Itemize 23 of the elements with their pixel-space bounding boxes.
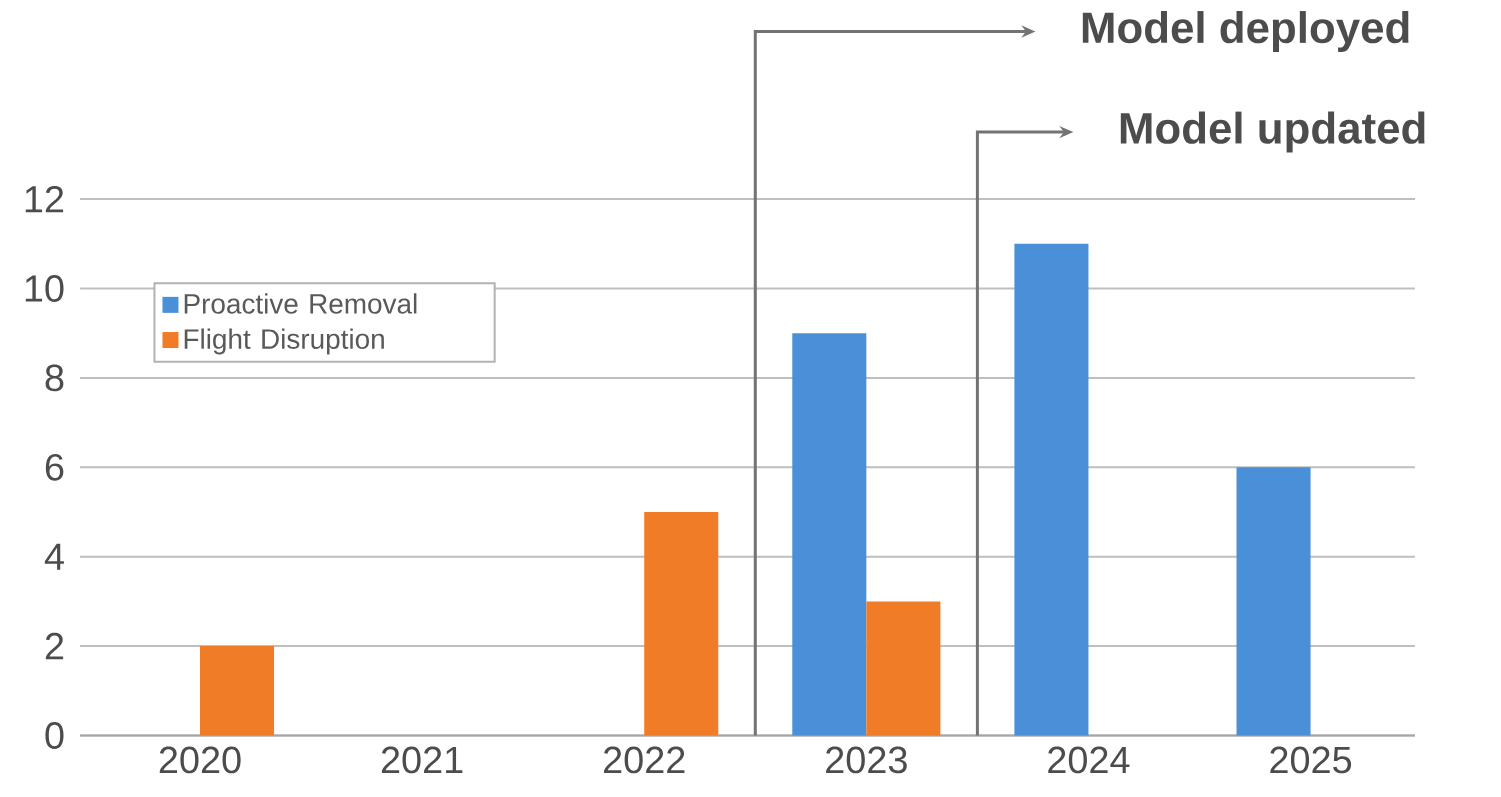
y-tick-label: 0 — [45, 722, 64, 750]
bar — [792, 333, 867, 736]
text: Model updated — [1120, 111, 1425, 153]
bar — [866, 601, 941, 736]
legend-label: Proactive Removal — [184, 293, 417, 314]
x-tick-label: 2023 — [826, 746, 907, 774]
y-tick-label: 6 — [45, 454, 64, 481]
bar — [1014, 244, 1089, 736]
x-tick-label: 2021 — [381, 746, 463, 774]
y-tick-label: 12 — [25, 186, 64, 213]
y-tick-label: 4 — [44, 543, 64, 570]
bar — [644, 512, 719, 736]
bar — [1236, 467, 1311, 736]
x-tick-label: 2024 — [1048, 746, 1130, 774]
y-tick-label: 2 — [45, 633, 64, 660]
x-tick-label: 2025 — [1270, 746, 1352, 774]
text: Model deployed — [1082, 11, 1409, 53]
x-tick-label: 2020 — [159, 746, 241, 774]
y-tick-label: 10 — [25, 275, 64, 303]
x-tick-label: 2022 — [604, 746, 685, 774]
y-tick-label: 8 — [45, 364, 64, 392]
bar — [200, 646, 275, 736]
legend-label: Flight Disruption — [184, 328, 384, 355]
